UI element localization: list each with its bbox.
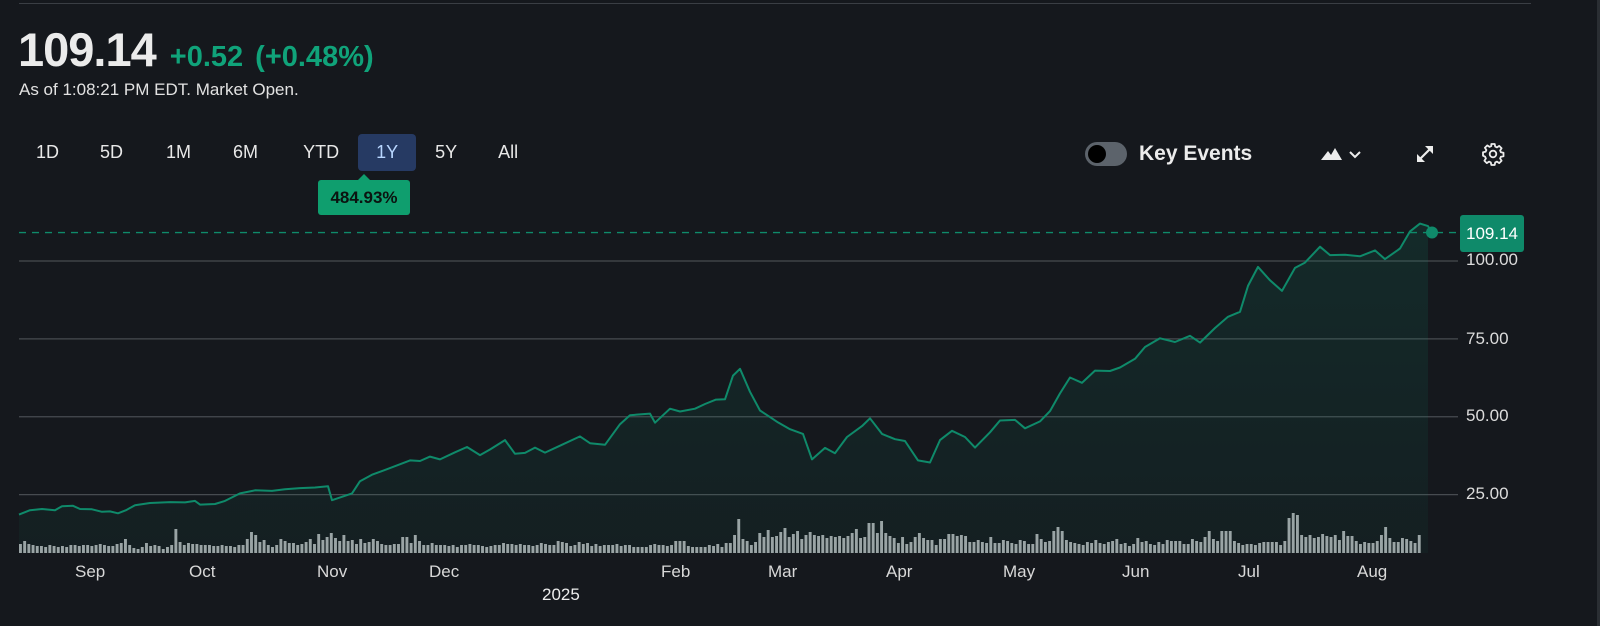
key-events-toggle[interactable] xyxy=(1085,142,1127,166)
range-selector: 1D 5D 1M 6M YTD 1Y 5Y All xyxy=(18,134,537,171)
current-price-tag: 109.14 xyxy=(1460,215,1524,252)
range-ytd[interactable]: YTD xyxy=(303,142,340,162)
x-tick: Feb xyxy=(661,562,691,581)
y-tick: 75.00 xyxy=(1466,329,1509,348)
y-tick: 100.00 xyxy=(1466,250,1518,269)
x-tick: Jun xyxy=(1122,562,1150,581)
x-tick: Aug xyxy=(1357,562,1388,581)
price-change: +0.52 xyxy=(169,41,244,73)
x-tick: Jul xyxy=(1238,562,1260,581)
toggle-knob xyxy=(1088,145,1106,163)
x-tick: Dec xyxy=(429,562,460,581)
price-line xyxy=(18,222,1433,516)
chart-type-dropdown[interactable] xyxy=(1319,140,1369,168)
key-events-label: Key Events xyxy=(1139,142,1253,165)
x-tick: Nov xyxy=(317,562,348,581)
price-area xyxy=(19,223,1432,553)
current-price-dot xyxy=(1426,226,1438,239)
quote-header: 109.14 +0.52 (+0.48%) xyxy=(18,22,374,77)
x-tick: Oct xyxy=(189,562,216,581)
gear-icon xyxy=(1482,143,1505,166)
range-6m[interactable]: 6M xyxy=(233,142,259,162)
range-5d[interactable]: 5D xyxy=(100,142,124,162)
expand-button[interactable] xyxy=(1413,140,1437,168)
as-of-timestamp: As of 1:08:21 PM EDT. Market Open. xyxy=(19,80,299,99)
x-tick: Mar xyxy=(768,562,798,581)
x-tick: Sep xyxy=(75,562,106,581)
year-label: 2025 xyxy=(542,585,580,604)
top-divider xyxy=(19,3,1531,4)
scrollbar[interactable] xyxy=(1597,0,1600,626)
range-1m[interactable]: 1M xyxy=(166,142,192,162)
y-tick: 50.00 xyxy=(1466,406,1509,425)
range-5y[interactable]: 5Y xyxy=(435,142,458,162)
price-change-percent: (+0.48%) xyxy=(255,41,374,73)
expand-arrows-icon xyxy=(1417,146,1433,162)
chevron-down-icon xyxy=(1349,151,1361,159)
x-tick: May xyxy=(1003,562,1036,581)
y-tick: 25.00 xyxy=(1466,484,1509,503)
mountain-icon xyxy=(1321,148,1361,160)
range-all[interactable]: All xyxy=(498,142,519,162)
x-tick: Apr xyxy=(886,562,913,581)
settings-button[interactable] xyxy=(1481,140,1505,168)
current-price: 109.14 xyxy=(18,23,157,76)
range-1d[interactable]: 1D xyxy=(36,142,60,162)
range-1y[interactable]: 1Y xyxy=(358,134,417,171)
period-return-badge: 484.93% xyxy=(318,174,410,215)
